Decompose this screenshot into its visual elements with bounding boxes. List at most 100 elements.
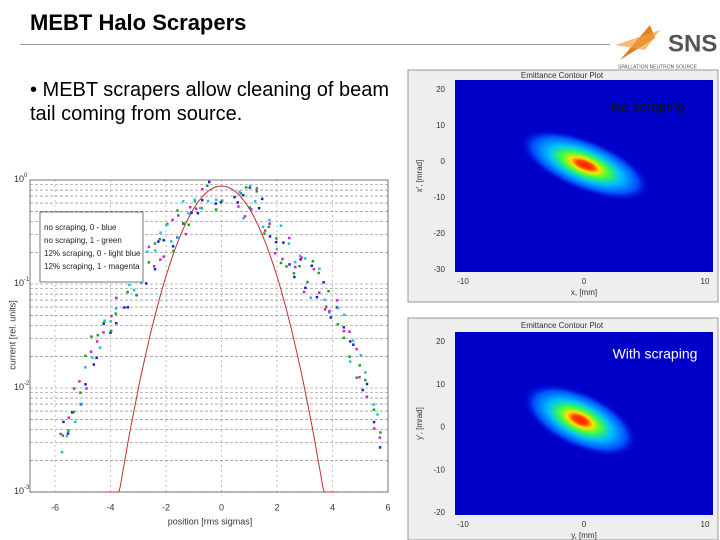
x-tick-label: 0: [582, 277, 587, 286]
tick-exponent: -1: [24, 277, 30, 283]
logo-swoosh: [615, 30, 660, 50]
tick-base: 10: [14, 278, 24, 288]
data-dot: [92, 363, 96, 366]
plot-title: Emittance Contour Plot: [521, 71, 604, 80]
data-dot: [336, 299, 339, 302]
data-dot: [115, 296, 118, 300]
data-dot: [196, 211, 200, 215]
tick-exponent: 0: [24, 173, 28, 179]
data-dot: [144, 282, 148, 285]
data-dot: [273, 252, 277, 255]
data-dot: [372, 408, 376, 411]
data-dot: [80, 402, 83, 406]
data-dot: [176, 209, 179, 212]
data-dot: [355, 376, 358, 379]
data-dot: [312, 267, 316, 271]
data-dot: [159, 231, 162, 234]
data-dot: [85, 387, 88, 390]
data-dot: [72, 387, 76, 390]
plot-frame: [29, 179, 389, 493]
data-dot: [91, 356, 94, 359]
data-dot: [145, 250, 149, 253]
data-dot: [343, 313, 346, 316]
data-dot: [61, 434, 65, 437]
data-dot: [66, 432, 70, 435]
data-dot: [153, 249, 157, 252]
data-dot: [84, 366, 87, 369]
y-axis-label: y', [mrad]: [415, 407, 424, 440]
x-tick-label: 4: [330, 502, 335, 512]
data-dot: [302, 290, 306, 294]
x-tick-label: 0: [219, 502, 224, 512]
data-dot: [135, 293, 138, 297]
y-tick-label: -10: [433, 193, 445, 202]
data-dot: [318, 267, 321, 271]
data-dot: [158, 237, 161, 241]
data-dot: [78, 380, 81, 383]
data-dot: [336, 306, 340, 310]
data-dot: [171, 218, 174, 222]
data-dot: [285, 265, 288, 268]
x-tick-label: -6: [51, 502, 59, 512]
data-dot: [79, 391, 82, 394]
data-dot: [342, 326, 346, 329]
legend-entry: no scraping, 1 - green: [44, 236, 122, 245]
data-dot: [132, 288, 136, 292]
data-dot: [336, 323, 340, 326]
plot-title: Emittance Contour Plot: [521, 321, 604, 330]
data-dot: [315, 295, 319, 299]
y-tick-label: -30: [433, 265, 445, 274]
legend-entry: 12% scraping, 1 - magenta: [44, 262, 140, 271]
data-dot: [275, 247, 279, 251]
data-dot: [275, 237, 278, 240]
data-dot: [200, 207, 203, 210]
data-dot: [317, 271, 320, 275]
data-dot: [72, 410, 76, 414]
data-dot: [193, 198, 197, 201]
data-dot: [263, 232, 266, 235]
data-dot: [206, 199, 210, 203]
data-dot: [139, 281, 143, 285]
data-dot: [293, 275, 296, 279]
data-dot: [239, 192, 243, 195]
data-dot: [268, 222, 271, 225]
data-dot: [157, 240, 160, 243]
data-dot: [248, 206, 251, 209]
y-axis-label: x', [mrad]: [415, 160, 424, 193]
data-dot: [268, 218, 271, 222]
data-dot: [311, 259, 315, 263]
data-dot: [361, 388, 365, 392]
data-dot: [115, 321, 118, 325]
plot-label: No scraping: [611, 99, 686, 115]
data-dot: [379, 431, 382, 434]
data-dot: [323, 308, 327, 311]
data-dot: [126, 306, 130, 309]
data-dot: [250, 208, 253, 211]
y-tick-label: 20: [436, 85, 445, 94]
data-dot: [279, 224, 283, 227]
data-dot: [323, 298, 326, 302]
data-dot: [351, 339, 355, 342]
y-axis-label: current [rel. units]: [7, 300, 17, 370]
x-tick-label: 6: [385, 502, 390, 512]
data-dot: [324, 305, 328, 308]
data-dot: [322, 281, 325, 284]
data-dot: [177, 214, 180, 217]
data-dot: [328, 311, 331, 314]
data-dot: [90, 335, 93, 338]
data-dot: [147, 245, 151, 249]
data-dot: [288, 236, 291, 240]
data-dot: [359, 353, 363, 357]
data-dot: [376, 413, 379, 416]
data-dot: [95, 340, 99, 343]
data-dot: [242, 217, 245, 220]
data-dot: [165, 223, 168, 227]
data-dot: [102, 320, 106, 324]
data-dot: [95, 356, 98, 360]
data-dot: [89, 350, 93, 353]
data-dot: [310, 264, 313, 268]
data-dot: [162, 255, 165, 258]
bullet-text: • MEBT scrapers allow cleaning of beam t…: [30, 79, 390, 125]
data-dot: [274, 240, 278, 244]
